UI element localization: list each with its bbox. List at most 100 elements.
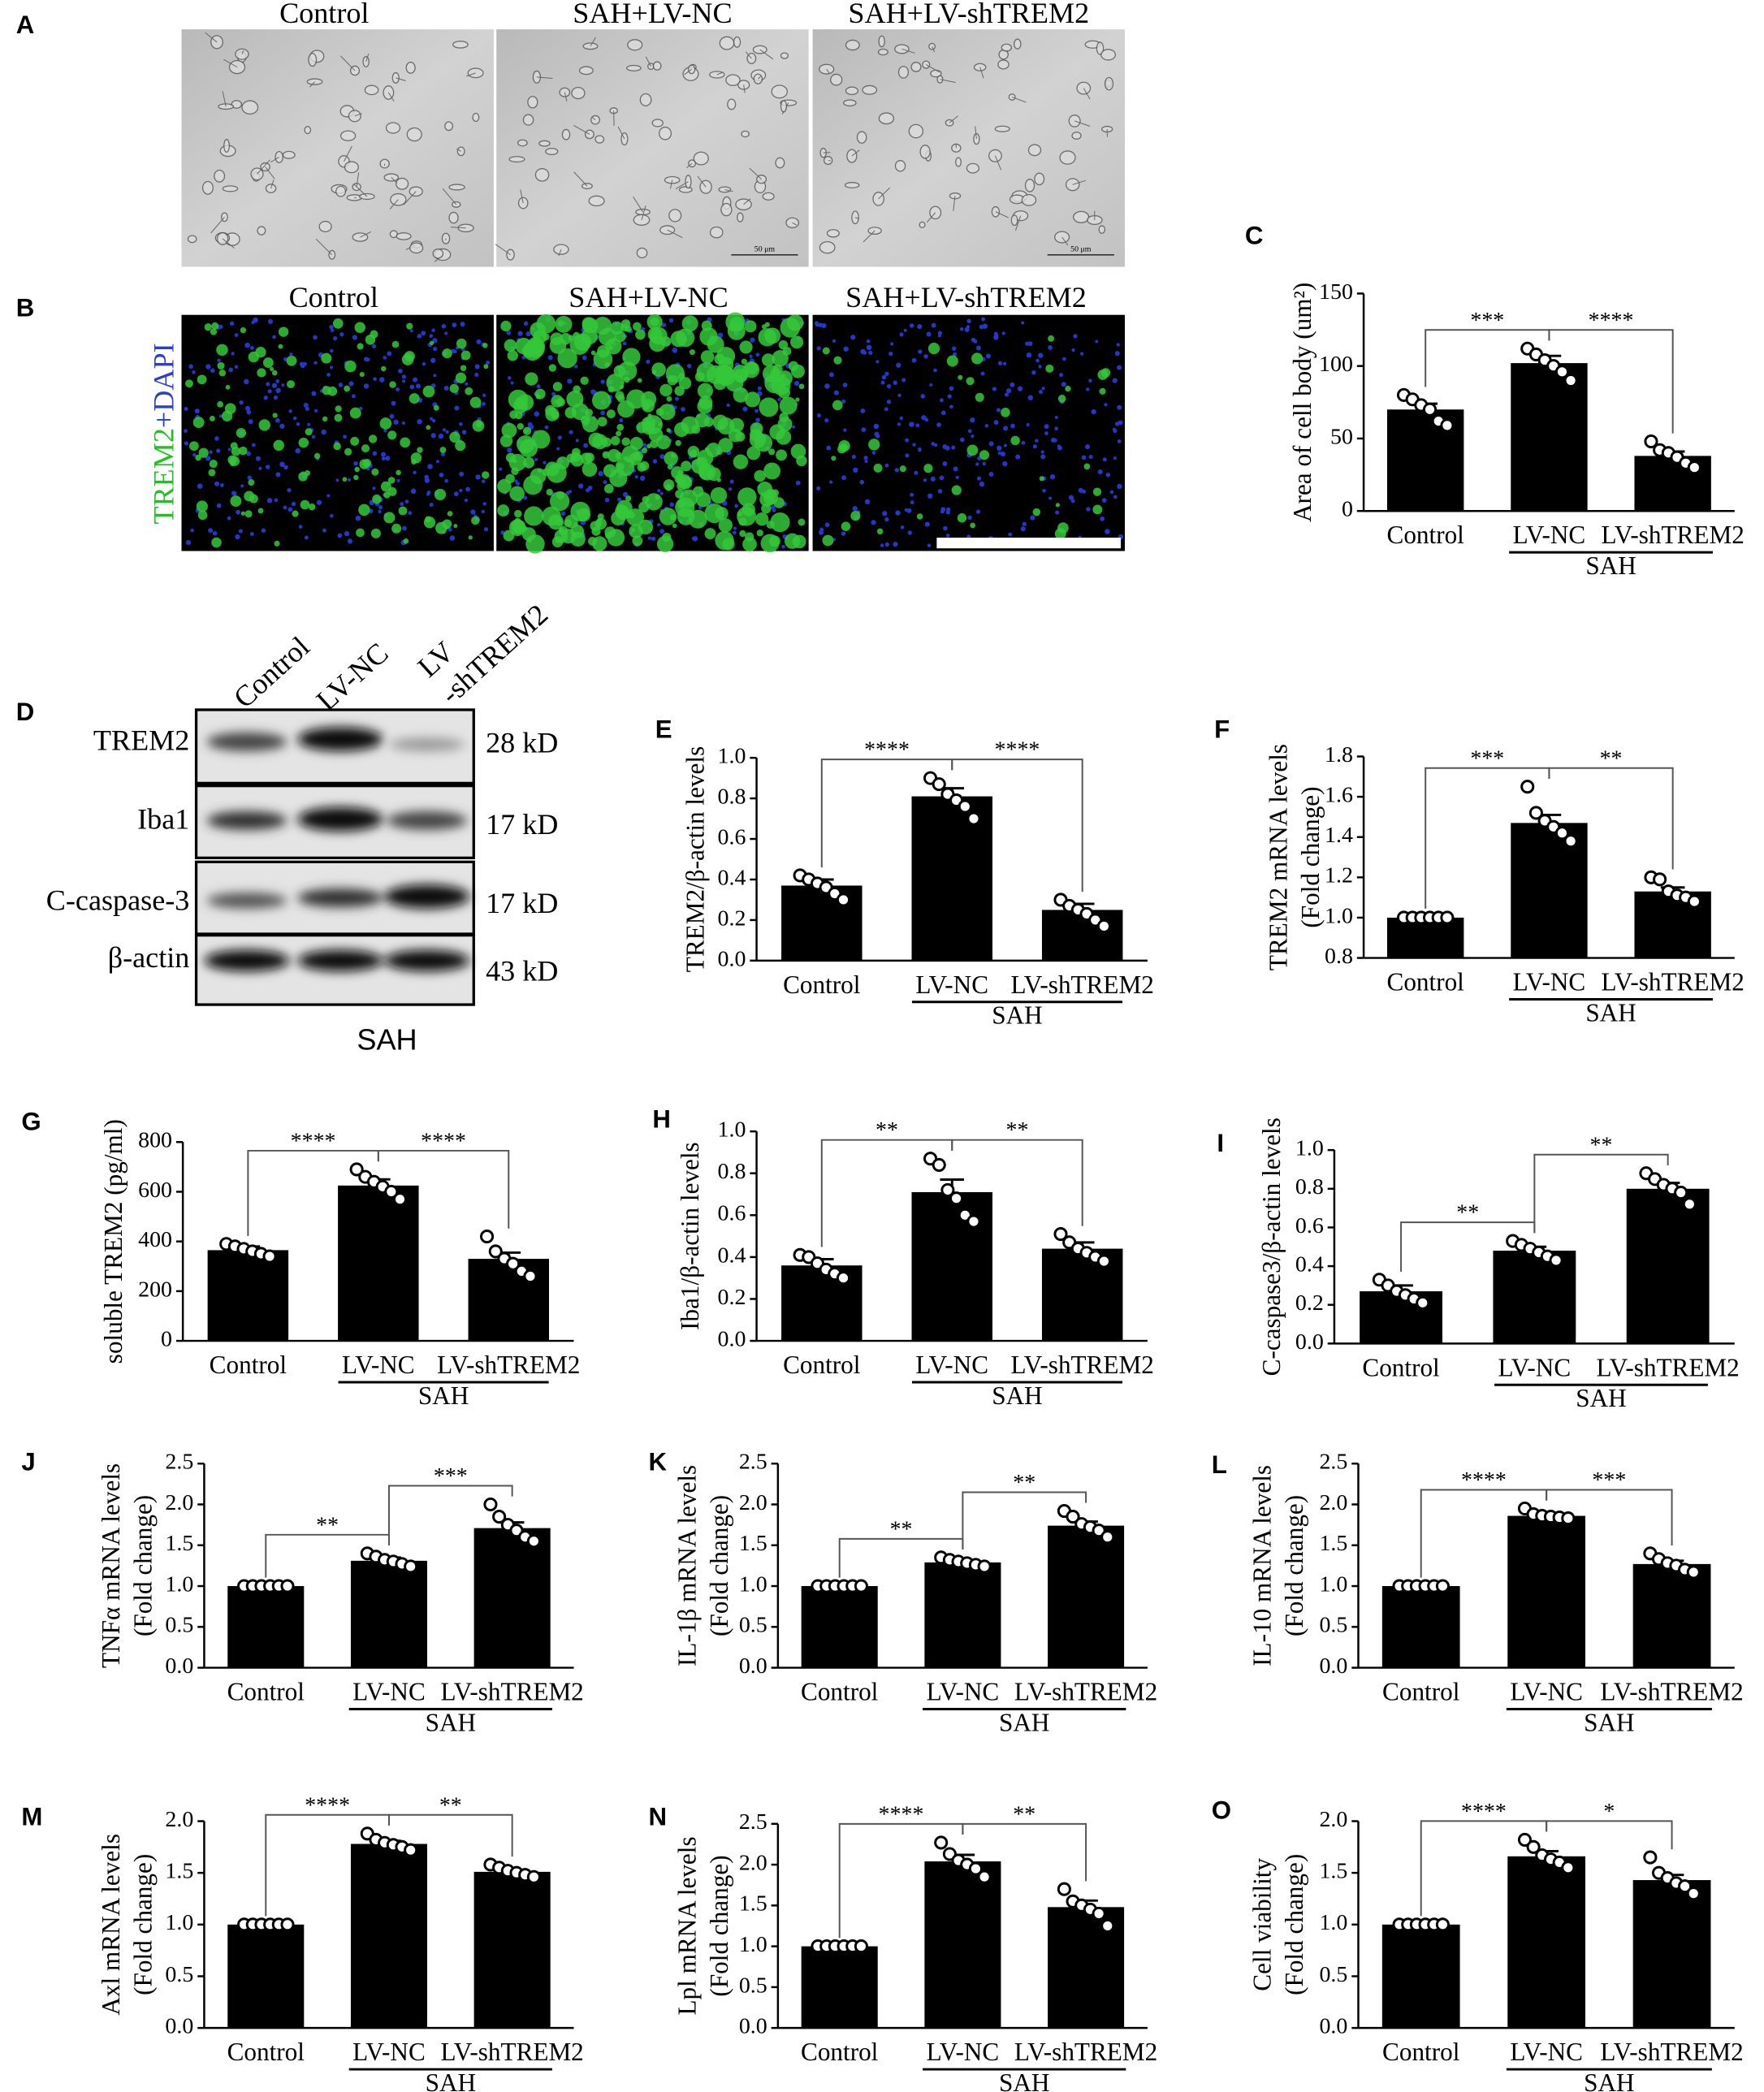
nucleus: [1071, 348, 1075, 352]
trem2-signal: [946, 355, 958, 367]
nucleus: [750, 337, 755, 343]
nucleus: [772, 508, 776, 512]
cell-process: [365, 53, 370, 63]
significance-label: ****: [1589, 308, 1634, 333]
trem2-signal: [876, 528, 884, 535]
nucleus: [185, 539, 192, 546]
panel-letter: F: [1214, 715, 1230, 744]
cell-process: [354, 113, 362, 117]
nucleus: [1040, 454, 1046, 460]
nucleus: [924, 521, 930, 527]
cell: [856, 131, 867, 144]
trem2-signal: [667, 464, 673, 470]
cell-process: [759, 49, 774, 60]
trem2-signal: [344, 360, 357, 373]
protein-label: β-actin: [108, 941, 190, 974]
nucleus: [351, 394, 356, 399]
nucleus: [997, 361, 1003, 365]
nucleus: [430, 357, 436, 363]
trem2-signal: [422, 385, 435, 398]
trem2-signal: [231, 447, 241, 456]
nucleus: [945, 534, 950, 538]
trem2-signal: [387, 486, 397, 496]
trem2-signal: [629, 452, 642, 465]
cell: [538, 140, 551, 147]
y-tick-label: 600: [138, 1178, 172, 1203]
y-tick-label: 2.5: [739, 1809, 767, 1835]
nucleus: [886, 383, 892, 389]
nucleus: [921, 415, 927, 421]
nucleus: [1017, 386, 1023, 391]
cell: [441, 232, 451, 244]
nucleus: [184, 406, 188, 412]
group-label: SAH: [1576, 1384, 1626, 1412]
bar: [473, 1871, 551, 2029]
trem2-signal: [790, 443, 806, 460]
nucleus: [219, 483, 224, 487]
nucleus: [1105, 472, 1111, 478]
nucleus: [841, 399, 846, 404]
nucleus: [755, 417, 760, 422]
y-axis-label: (Fold change): [1280, 1495, 1308, 1636]
nucleus: [210, 368, 215, 374]
trem2-signal: [286, 355, 297, 366]
cell-process: [536, 76, 553, 79]
cell-process: [949, 115, 958, 123]
cell: [1027, 144, 1042, 157]
cell: [1096, 41, 1105, 55]
data-point: [523, 1269, 538, 1284]
trem2-signal: [514, 411, 523, 420]
nucleus: [299, 361, 305, 367]
significance-label: ****: [421, 1128, 466, 1153]
nucleus: [474, 364, 480, 370]
trem2-signal: [677, 499, 686, 508]
nucleus: [295, 447, 300, 454]
nucleus: [1091, 408, 1096, 415]
data-point: [977, 1559, 992, 1574]
nucleus: [937, 489, 943, 494]
trem2-signal: [761, 353, 775, 367]
cell-process: [995, 211, 1010, 218]
panel-letter: C: [1245, 222, 1264, 250]
significance-label: ****: [864, 737, 910, 763]
x-tick-label: LV-shTREM2: [1011, 970, 1154, 999]
nucleus: [355, 515, 361, 521]
nucleus: [1113, 429, 1118, 434]
nucleus: [409, 384, 415, 390]
y-tick-label: 50: [1330, 424, 1353, 449]
nucleus: [265, 465, 270, 469]
band: [297, 727, 383, 751]
protein-label: Iba1: [137, 802, 189, 835]
cell: [318, 220, 332, 233]
trem2-signal: [784, 533, 801, 549]
y-tick-label: 1.5: [165, 1859, 193, 1884]
cell: [659, 126, 672, 140]
cell: [588, 195, 605, 207]
cell: [396, 177, 409, 190]
trem2-signal: [770, 368, 780, 378]
trem2-signal: [687, 446, 700, 458]
nucleus: [1114, 351, 1120, 357]
cell: [678, 186, 693, 193]
nucleus: [600, 379, 605, 384]
nucleus: [275, 417, 280, 423]
y-tick-label: 400: [138, 1227, 172, 1252]
nucleus: [843, 428, 847, 432]
nucleus: [833, 390, 839, 395]
nucleus: [953, 352, 958, 357]
cell: [260, 162, 270, 172]
nucleus: [353, 460, 358, 466]
nucleus: [216, 503, 222, 508]
nucleus: [884, 517, 889, 522]
trem2-signal: [209, 460, 218, 469]
nucleus: [304, 535, 309, 540]
nucleus: [444, 331, 448, 335]
nucleus: [190, 528, 194, 533]
cell: [752, 45, 767, 54]
nucleus: [939, 398, 944, 403]
band: [206, 732, 288, 751]
y-tick-label: 2.5: [739, 1450, 767, 1475]
band: [204, 949, 290, 971]
y-axis-label: TREM2 mRNA levels: [1264, 744, 1292, 970]
nucleus: [372, 486, 376, 491]
